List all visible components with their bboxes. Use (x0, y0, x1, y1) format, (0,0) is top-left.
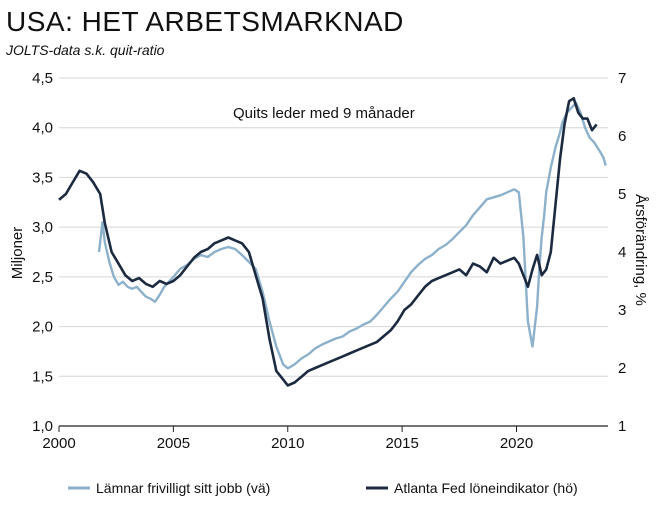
grid-lines (59, 77, 608, 377)
legend: Lämnar frivilligt sitt jobb (vä) Atlanta… (68, 480, 578, 496)
y-right-tick-label: 1 (618, 418, 626, 435)
x-tick-label: 2010 (271, 435, 304, 452)
series-line-quits (97, 101, 607, 370)
series-lines (58, 97, 607, 387)
axes (58, 425, 608, 432)
legend-label-wage: Atlanta Fed löneindikator (hö) (394, 480, 578, 496)
chart-annotation: Quits leder med 9 månader (233, 105, 415, 122)
y-left-tick-label: 1,5 (32, 368, 53, 385)
y-right-tick-label: 6 (618, 128, 626, 145)
x-tick-label: 2005 (157, 435, 190, 452)
legend-label-quits: Lämnar frivilligt sitt jobb (vä) (96, 480, 270, 496)
chart-title: USA: HET ARBETSMARKNAD (6, 6, 404, 37)
y-axis-label-right: Årsförändring, % (632, 194, 649, 306)
x-tick-label: 2020 (500, 435, 533, 452)
y-right-tick-label: 2 (618, 360, 626, 377)
y-axis-label-left: Miljoner (9, 227, 26, 280)
x-tick-label: 2015 (385, 435, 418, 452)
y-left-tick-label: 2,0 (32, 319, 53, 336)
tick-labels: 1,0 1,5 2,0 2,5 3,0 3,5 4,0 4,5 1 2 3 4 5 6 7 2000 2005 2… (32, 70, 626, 452)
y-left-tick-label: 4,0 (32, 120, 53, 137)
y-left-tick-label: 4,5 (32, 70, 53, 87)
y-right-tick-label: 7 (618, 70, 626, 87)
y-right-tick-label: 5 (618, 186, 626, 203)
series-line-wage (58, 97, 598, 387)
y-left-tick-label: 3,5 (32, 169, 53, 186)
y-right-tick-label: 4 (618, 244, 626, 261)
y-left-tick-label: 2,5 (32, 269, 53, 286)
chart-subtitle: JOLTS-data s.k. quit-ratio (6, 42, 165, 58)
x-tick-label: 2000 (42, 435, 75, 452)
y-left-tick-label: 3,0 (32, 219, 53, 236)
y-right-tick-label: 3 (618, 302, 626, 319)
y-left-tick-label: 1,0 (32, 418, 53, 435)
